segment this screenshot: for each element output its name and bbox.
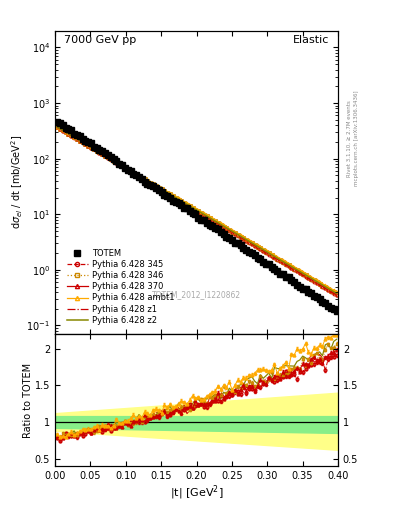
- Text: TOTEM_2012_I1220862: TOTEM_2012_I1220862: [152, 290, 241, 299]
- Text: Rivet 3.1.10, ≥ 2.7M events: Rivet 3.1.10, ≥ 2.7M events: [347, 100, 352, 177]
- X-axis label: |t| [GeV$^2$]: |t| [GeV$^2$]: [170, 483, 223, 502]
- Text: 7000 GeV pp: 7000 GeV pp: [64, 35, 136, 45]
- Text: Elastic: Elastic: [293, 35, 329, 45]
- Y-axis label: d$\sigma_{el}$ / dt [mb/GeV$^2$]: d$\sigma_{el}$ / dt [mb/GeV$^2$]: [9, 135, 25, 229]
- Y-axis label: Ratio to TOTEM: Ratio to TOTEM: [24, 362, 33, 438]
- Text: mcplots.cern.ch [arXiv:1306.3436]: mcplots.cern.ch [arXiv:1306.3436]: [354, 91, 359, 186]
- Legend: TOTEM, Pythia 6.428 345, Pythia 6.428 346, Pythia 6.428 370, Pythia 6.428 ambt1,: TOTEM, Pythia 6.428 345, Pythia 6.428 34…: [64, 246, 178, 328]
